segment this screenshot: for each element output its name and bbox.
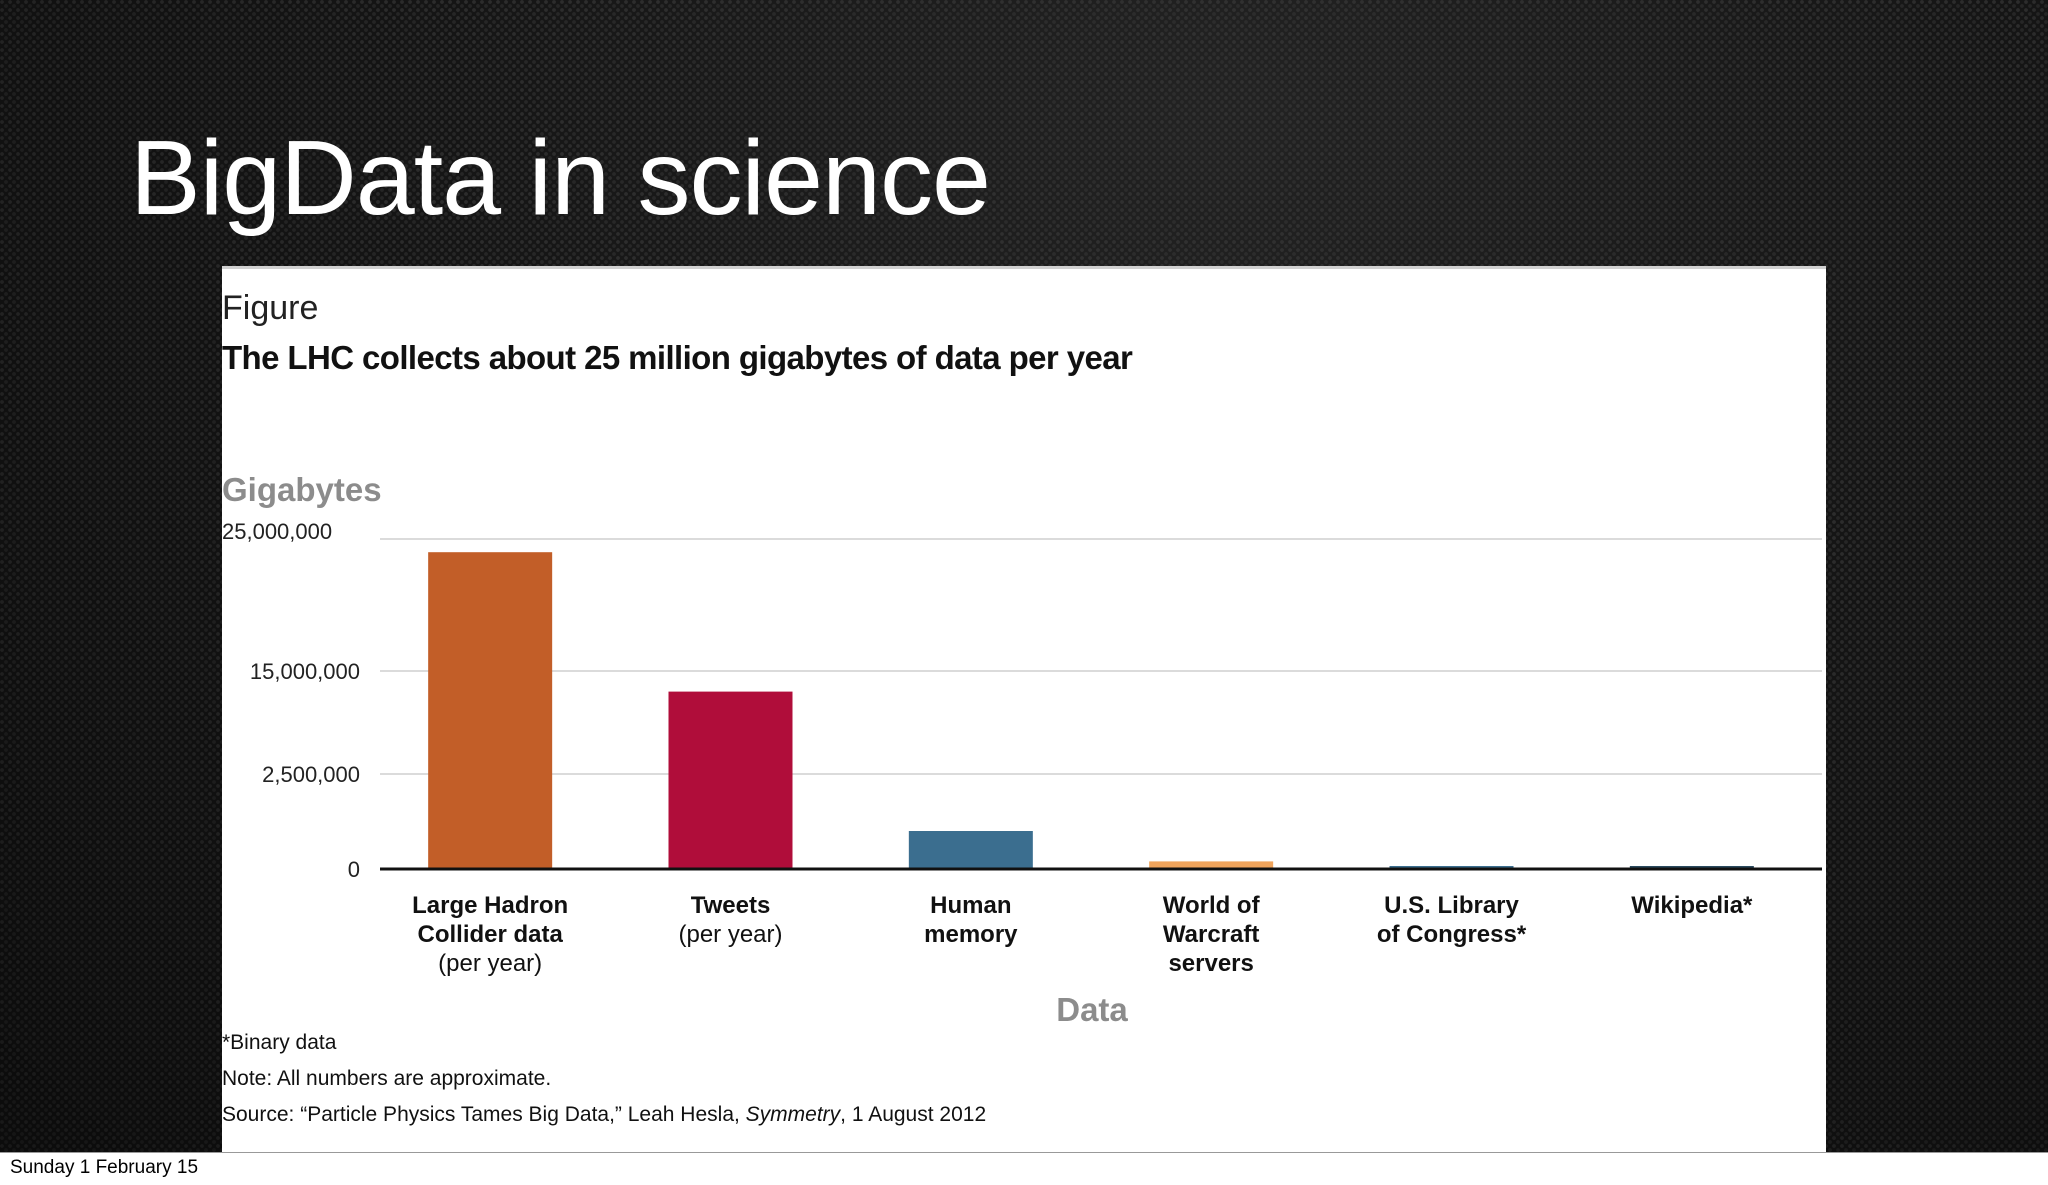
y-axis-label: Gigabytes	[222, 471, 382, 508]
x-tick-label: (per year)	[438, 950, 542, 977]
y-tick-label: 2,500,000	[262, 762, 360, 787]
source-text-before: Source: “Particle Physics Tames Big Data…	[222, 1103, 746, 1126]
figure-label: Figure	[222, 289, 319, 327]
footnote-approximate: Note: All numbers are approximate.	[222, 1067, 552, 1090]
x-tick-label: Collider data	[417, 921, 563, 948]
x-tick-label: of Congress*	[1377, 921, 1527, 948]
footer-date: Sunday 1 February 15	[10, 1157, 199, 1178]
footer-bar	[0, 1152, 2048, 1185]
y-tick-label: 15,000,000	[250, 659, 360, 684]
y-tick-label: 0	[348, 857, 360, 882]
x-tick-label: servers	[1168, 950, 1253, 977]
x-axis-label: Data	[1056, 991, 1128, 1028]
bar	[908, 831, 1033, 869]
x-tick-label: Human	[930, 892, 1011, 919]
bar	[668, 691, 793, 869]
x-tick-label: Tweets	[691, 892, 771, 919]
x-tick-label: memory	[924, 921, 1018, 948]
source-journal: Symmetry	[745, 1103, 841, 1126]
bar	[428, 552, 553, 869]
x-tick-label: (per year)	[678, 921, 782, 948]
x-tick-label: Large Hadron	[412, 892, 568, 919]
slide-title: BigData in science	[130, 119, 991, 237]
figure-heading: The LHC collects about 25 million gigaby…	[222, 339, 1133, 376]
x-tick-label: U.S. Library	[1384, 892, 1519, 919]
bar	[1149, 861, 1274, 869]
footnote-source: Source: “Particle Physics Tames Big Data…	[222, 1103, 986, 1127]
bar-chart: Gigabytes 0 2,500,000 15,000,000 25,000,000 L…	[222, 471, 1822, 1028]
x-tick-label: World of	[1163, 892, 1261, 919]
footnote-binary: *Binary data	[222, 1031, 337, 1054]
source-text-after: , 1 August 2012	[840, 1103, 987, 1126]
y-tick-label: 25,000,000	[222, 519, 332, 544]
x-tick-label: Warcraft	[1163, 921, 1259, 948]
figure-panel: Figure The LHC collects about 25 million…	[222, 266, 1826, 1155]
x-tick-label: Wikipedia*	[1631, 892, 1753, 919]
